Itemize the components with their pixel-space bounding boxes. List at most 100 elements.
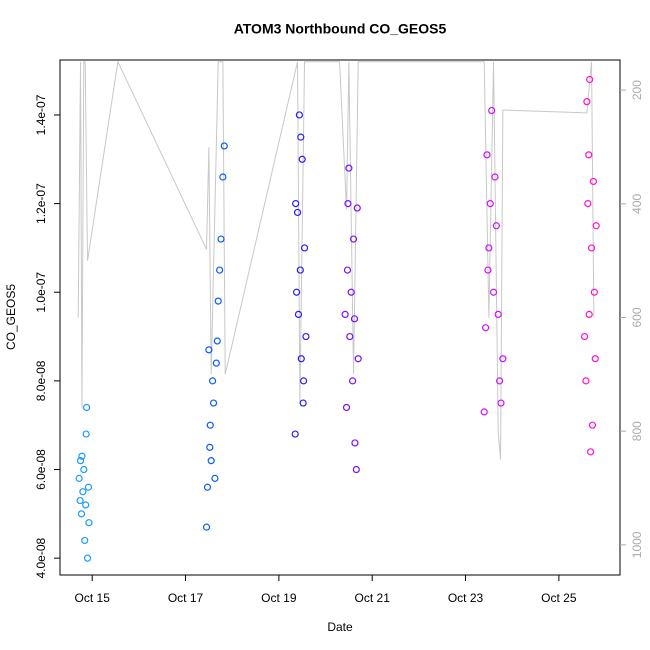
- data-point: [583, 98, 591, 106]
- x-tick-label: Oct 25: [541, 591, 577, 605]
- data-point: [216, 266, 224, 274]
- data-point: [587, 244, 596, 252]
- data-point: [480, 408, 488, 416]
- data-point: [79, 488, 87, 496]
- x-tick-label: Oct 23: [448, 591, 484, 605]
- data-point: [351, 439, 359, 447]
- data-point: [586, 75, 594, 84]
- data-point: [586, 448, 595, 456]
- data-point: [78, 452, 86, 460]
- data-point: [585, 310, 593, 318]
- y-tick-label: 4.0e-08: [34, 537, 48, 578]
- data-point: [213, 337, 221, 345]
- x-tick-label: Oct 19: [261, 591, 297, 605]
- y2-tick-label: 800: [630, 421, 644, 441]
- y-tick-label: 1.0e-07: [34, 272, 48, 313]
- data-point: [497, 399, 505, 407]
- x-tick-label: Oct 21: [355, 591, 391, 605]
- data-point: [293, 208, 302, 217]
- data-point: [592, 222, 600, 230]
- data-point: [591, 355, 599, 363]
- data-point: [347, 288, 355, 296]
- data-point: [85, 519, 93, 527]
- data-point: [589, 177, 598, 186]
- data-point: [482, 324, 490, 332]
- data-point: [207, 457, 215, 465]
- data-point: [343, 266, 352, 274]
- data-point: [488, 106, 496, 115]
- y2-tick-label: 200: [630, 80, 644, 100]
- data-point: [585, 151, 593, 159]
- data-point: [214, 297, 222, 305]
- x-tick-label: Oct 17: [168, 591, 204, 605]
- data-point: [211, 474, 219, 482]
- data-point: [486, 199, 494, 208]
- data-point: [584, 199, 592, 208]
- y-tick-label: 1.2e-07: [34, 183, 48, 224]
- data-point: [494, 310, 502, 318]
- data-point: [344, 199, 352, 208]
- data-point: [293, 288, 301, 296]
- y-tick-label: 1.4e-07: [34, 94, 48, 135]
- data-point: [220, 142, 228, 150]
- data-point: [349, 235, 358, 243]
- data-point: [297, 133, 305, 141]
- data-point: [342, 403, 351, 412]
- data-point: [76, 496, 84, 505]
- data-point: [292, 199, 300, 208]
- data-point: [489, 288, 498, 296]
- plot-box: [59, 59, 621, 576]
- data-point: [203, 483, 212, 491]
- data-point: [84, 483, 93, 491]
- data-point: [499, 355, 507, 363]
- data-point: [483, 151, 491, 159]
- x-axis-label: Date: [327, 620, 353, 634]
- y-axis-label: CO_GEOS5: [4, 284, 18, 350]
- x-tick-label: Oct 15: [75, 591, 111, 605]
- data-point: [297, 355, 305, 363]
- chart-title: ATOM3 Northbound CO_GEOS5: [234, 21, 447, 37]
- data-point: [354, 355, 362, 363]
- data-point: [205, 346, 213, 354]
- y2-tick-label: 1000: [630, 531, 644, 558]
- data-point: [202, 523, 211, 531]
- data-point: [298, 155, 306, 163]
- y-tick-label: 6.0e-08: [34, 449, 48, 490]
- data-point: [219, 173, 227, 181]
- data-point: [353, 204, 361, 212]
- data-point: [294, 310, 303, 318]
- data-point: [349, 377, 357, 385]
- y2-tick-label: 400: [630, 193, 644, 213]
- data-point: [81, 536, 89, 545]
- data-point: [345, 164, 353, 172]
- data-point: [485, 244, 493, 252]
- data-point: [346, 332, 354, 341]
- data-point: [492, 222, 500, 230]
- data-point: [76, 457, 85, 465]
- y-tick-label: 8.0e-08: [34, 360, 48, 401]
- y2-tick-label: 600: [630, 307, 644, 327]
- plot-area: [75, 60, 600, 562]
- data-point: [300, 244, 309, 252]
- data-point: [491, 173, 499, 181]
- data-point: [296, 266, 304, 274]
- data-point: [75, 474, 83, 482]
- data-point: [350, 315, 359, 323]
- data-point: [82, 430, 90, 438]
- data-point: [352, 465, 360, 474]
- data-point: [82, 501, 90, 509]
- data-point: [484, 266, 492, 274]
- data-point: [582, 377, 590, 385]
- data-point: [80, 465, 88, 474]
- data-point: [302, 332, 310, 341]
- data-point: [217, 235, 225, 243]
- data-point: [300, 377, 308, 385]
- data-point: [590, 288, 598, 296]
- data-point: [209, 377, 217, 385]
- data-point: [206, 443, 214, 451]
- data-point: [82, 403, 91, 412]
- data-point: [295, 111, 303, 119]
- data-point: [206, 421, 214, 429]
- data-point: [496, 377, 504, 385]
